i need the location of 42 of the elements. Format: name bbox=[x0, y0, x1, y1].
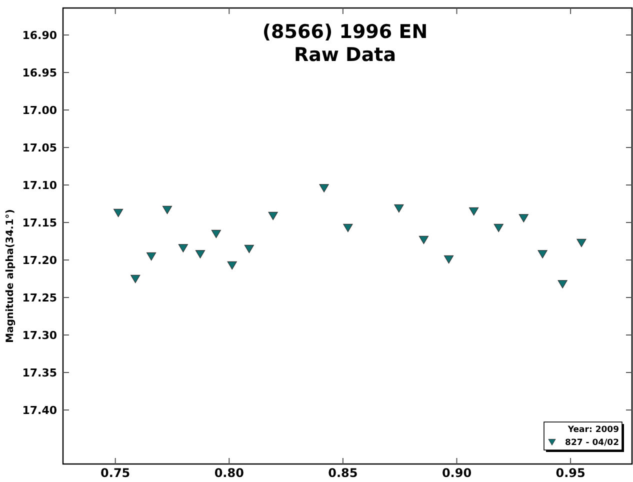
y-tick-label: 17.15 bbox=[22, 216, 57, 230]
y-tick-label: 17.40 bbox=[22, 404, 58, 417]
point bbox=[130, 274, 140, 284]
point bbox=[444, 255, 454, 264]
legend-title: Year: 2009 bbox=[566, 425, 620, 435]
point bbox=[244, 244, 254, 254]
y-tick-label: 17.30 bbox=[22, 328, 58, 342]
legend-label: 827 - 04/02 bbox=[565, 438, 620, 448]
y-tick-label: 16.90 bbox=[22, 28, 58, 42]
point bbox=[394, 204, 404, 213]
point bbox=[211, 230, 221, 238]
text: (8566) 1996 EN bbox=[262, 21, 428, 43]
x-tick-label: 0.80 bbox=[214, 466, 244, 480]
point bbox=[195, 250, 206, 258]
x-tick-label: 0.95 bbox=[556, 466, 586, 480]
point bbox=[418, 236, 429, 244]
point bbox=[469, 207, 479, 216]
y-tick-label: 17.00 bbox=[22, 104, 58, 117]
point bbox=[343, 224, 353, 232]
y-tick-label: 17.20 bbox=[22, 254, 58, 267]
y-tick-label: 17.05 bbox=[22, 141, 57, 154]
point bbox=[558, 280, 568, 288]
x-tick-label: 0.90 bbox=[442, 466, 472, 480]
point bbox=[319, 184, 329, 192]
point bbox=[268, 212, 278, 220]
point bbox=[114, 208, 124, 218]
point bbox=[538, 250, 548, 258]
y-tick-label: 16.95 bbox=[22, 66, 57, 80]
text: Raw Data bbox=[294, 44, 396, 66]
point bbox=[518, 214, 528, 222]
point bbox=[162, 206, 172, 214]
x-tick-label: 0.75 bbox=[100, 466, 130, 480]
x-tick-label: 0.85 bbox=[328, 466, 358, 480]
y-tick-label: 17.25 bbox=[22, 291, 57, 304]
point bbox=[576, 238, 586, 248]
point bbox=[227, 261, 237, 270]
y-axis-title: Magnitude alpha(34.1°) bbox=[5, 209, 16, 343]
point bbox=[178, 244, 188, 252]
point bbox=[494, 224, 504, 232]
y-tick-label: 17.10 bbox=[22, 178, 58, 192]
y-tick-label: 17.35 bbox=[22, 366, 57, 380]
point bbox=[146, 252, 156, 261]
